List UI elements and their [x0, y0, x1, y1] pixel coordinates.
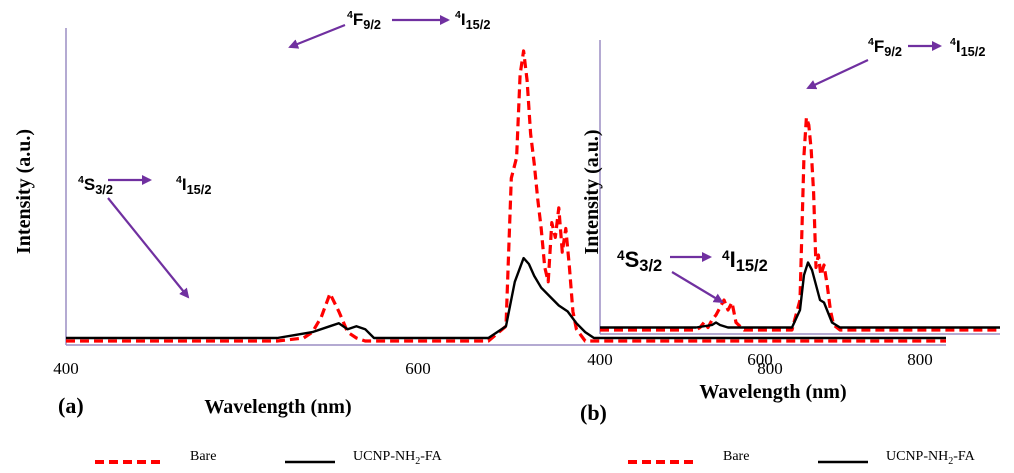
annotation-transition-to: 4I15/2	[176, 174, 211, 197]
term-symbol: I	[182, 175, 187, 194]
legend-text: -FA	[953, 449, 975, 464]
term-symbol: I	[956, 37, 961, 56]
peak-pointer-arrow	[288, 23, 346, 49]
x-tick-label: 600	[405, 359, 431, 378]
annotation-transition-from: 4S3/2	[617, 247, 662, 275]
x-tick-label: 800	[757, 359, 783, 378]
x-tick-label: 600	[747, 350, 773, 369]
term-symbol: I	[730, 247, 736, 272]
legend-label-ucnp-nh2-fa: UCNP-NH2-FA	[886, 449, 976, 467]
x-tick-label: 800	[907, 350, 933, 369]
x-tick-label: 400	[53, 359, 79, 378]
legend-text: UCNP-NH	[353, 449, 415, 464]
subscript: 15/2	[736, 257, 768, 275]
superscript: 4	[176, 174, 182, 186]
y-axis-label: Intensity (a.u.)	[13, 129, 35, 254]
peak-pointer-arrow	[806, 59, 869, 90]
legend-label-bare: Bare	[190, 449, 216, 464]
superscript: 4	[868, 36, 874, 48]
subscript: 2	[415, 456, 420, 467]
series-line-bare	[66, 49, 946, 343]
peak-pointer-arrow	[107, 197, 190, 299]
term-symbol: S	[625, 247, 640, 272]
subscript: 2	[948, 456, 953, 467]
annotation-transition-to: 4I15/2	[722, 247, 768, 275]
legend-label-ucnp-nh2-fa: UCNP-NH2-FA	[353, 449, 443, 467]
legend-text: -FA	[420, 449, 442, 464]
term-symbol: F	[874, 37, 884, 56]
term-symbol: F	[353, 10, 363, 29]
term-symbol: I	[461, 10, 466, 29]
superscript: 4	[617, 248, 625, 263]
subscript: 15/2	[466, 17, 491, 32]
legend-a: Bare UCNP-NH2-FA	[95, 449, 443, 467]
superscript: 4	[78, 174, 84, 186]
panel-label: (b)	[580, 400, 607, 425]
annotation-transition-from: 4F9/2	[868, 36, 902, 59]
series-line-ucnp-nh2-fa	[600, 261, 1000, 329]
x-axis-label: Wavelength (nm)	[204, 396, 351, 418]
subscript: 15/2	[961, 44, 986, 59]
annotation-transition-from: 4F9/2	[347, 9, 381, 32]
annotation-transition-to: 4I15/2	[950, 36, 985, 59]
term-symbol: S	[84, 175, 95, 194]
legend-text: UCNP-NH	[886, 449, 948, 464]
legend-b: Bare UCNP-NH2-FA	[628, 449, 976, 467]
annotation-transition-from: 4S3/2	[78, 174, 113, 197]
subscript: 9/2	[363, 17, 381, 32]
superscript: 4	[950, 36, 956, 48]
series-line-ucnp-nh2-fa	[66, 256, 946, 340]
subscript: 15/2	[187, 182, 212, 197]
x-axis-label: Wavelength (nm)	[699, 381, 846, 403]
series-line-bare	[600, 115, 1000, 332]
legend-label-bare: Bare	[723, 449, 749, 464]
subscript: 9/2	[884, 44, 902, 59]
x-tick-label: 400	[587, 350, 613, 369]
subscript: 3/2	[95, 182, 113, 197]
superscript: 4	[455, 9, 461, 21]
y-axis-label: Intensity (a.u.)	[581, 129, 603, 254]
panel-label: (a)	[58, 393, 84, 418]
superscript: 4	[347, 9, 353, 21]
annotation-transition-to: 4I15/2	[455, 9, 490, 32]
superscript: 4	[722, 248, 730, 263]
peak-pointer-arrow	[671, 271, 724, 304]
subscript: 3/2	[639, 257, 662, 275]
